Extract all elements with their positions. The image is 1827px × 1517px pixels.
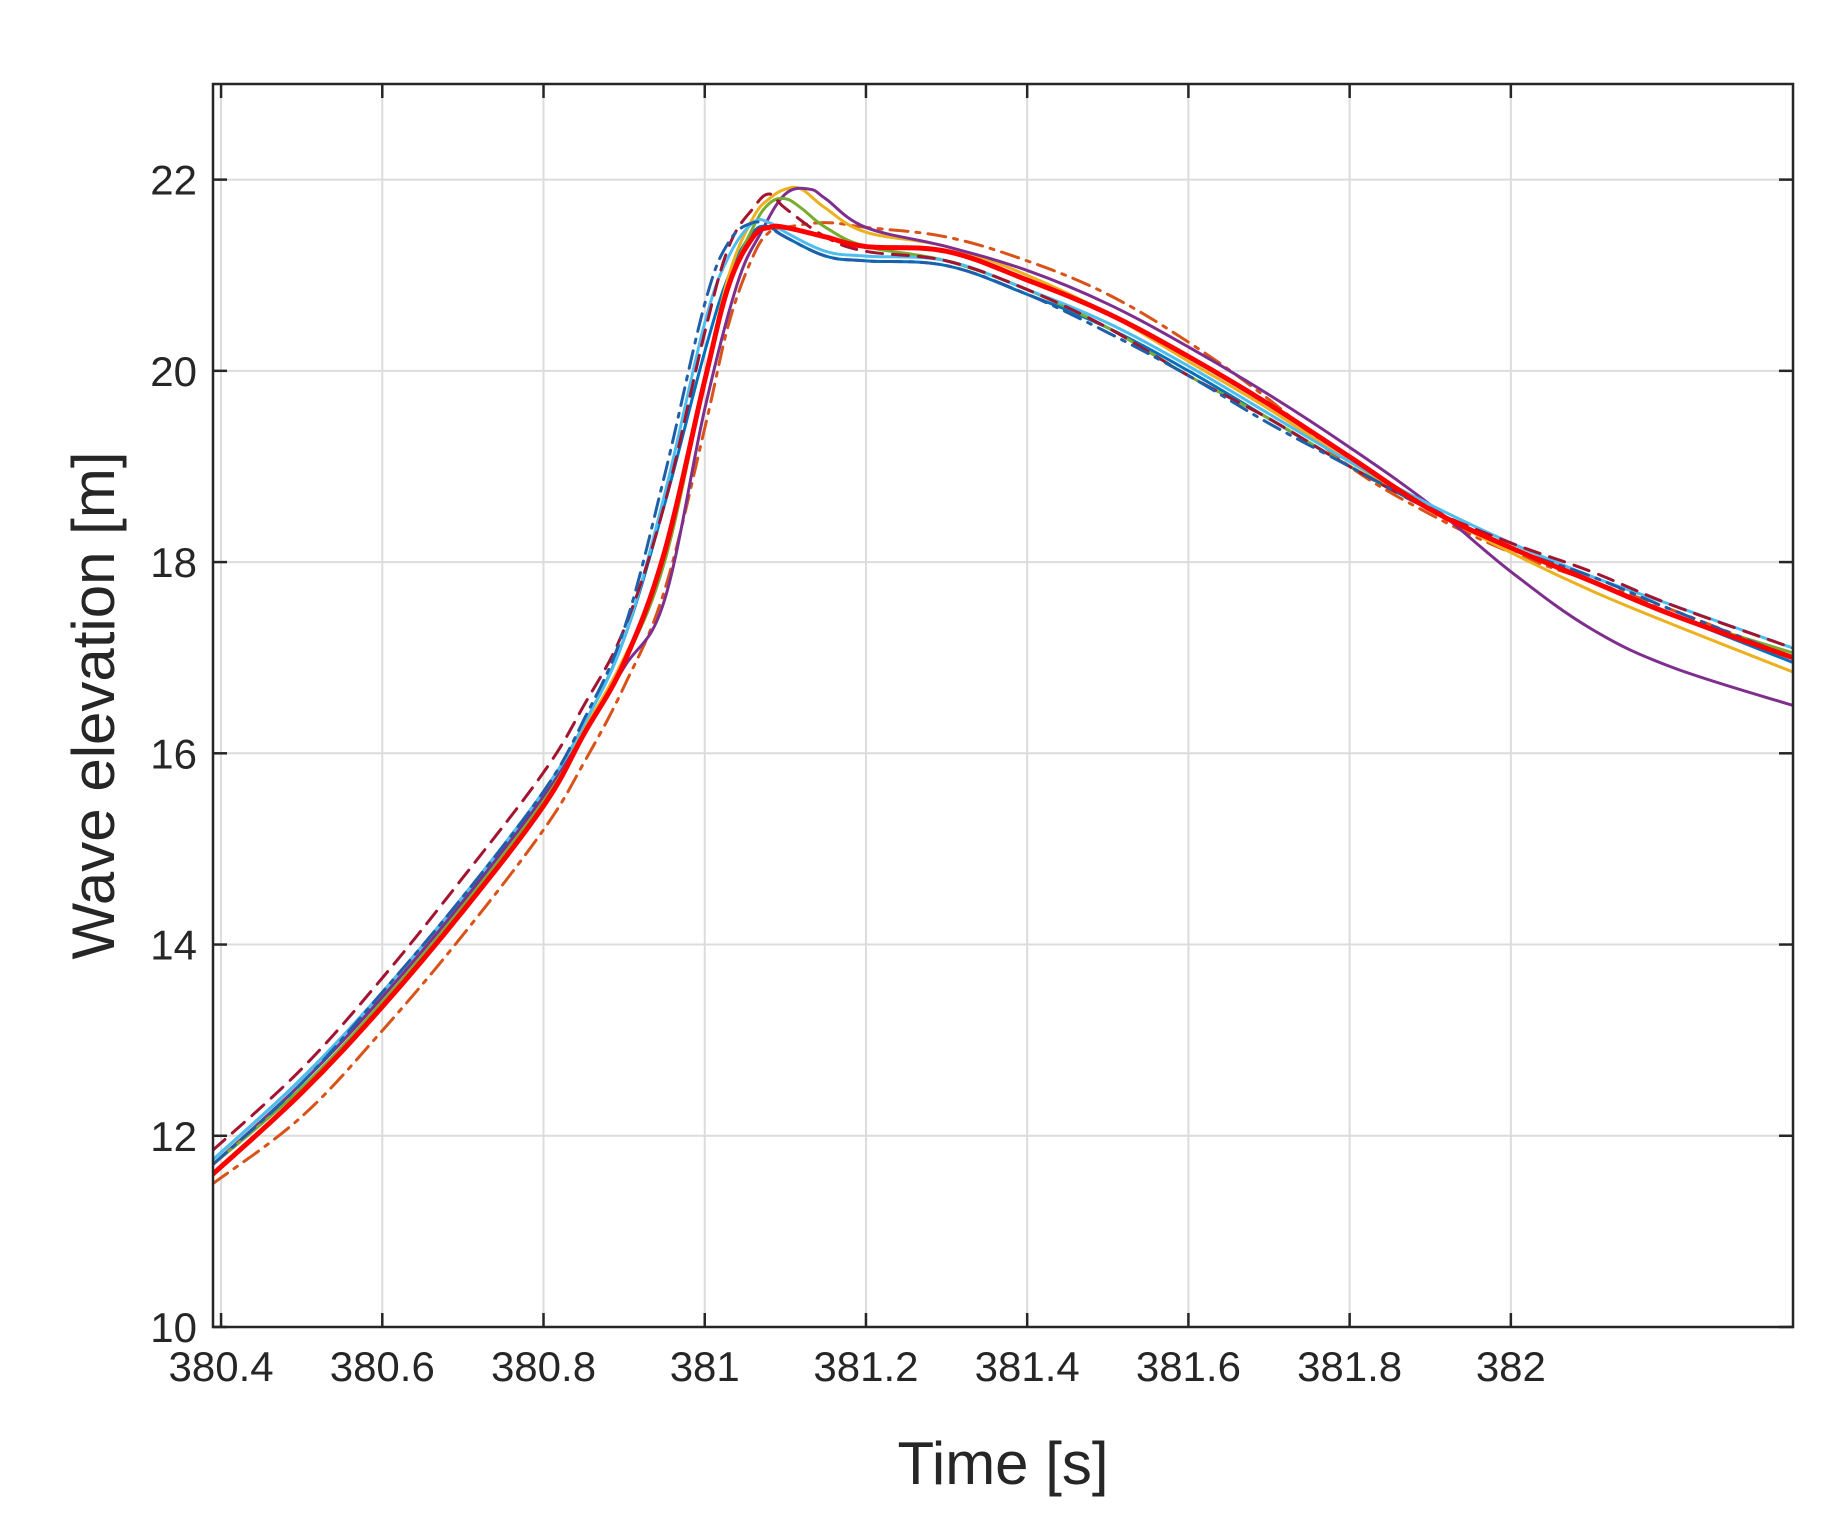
x-tick-label: 380.8 — [491, 1343, 596, 1390]
y-axis-label: Wave elevation [m] — [60, 452, 127, 960]
series-line-2 — [213, 221, 1793, 1186]
series-line-9 — [213, 223, 1793, 1177]
axes — [211, 82, 1795, 1329]
axes-box — [211, 82, 1795, 1329]
x-axis-label: Time [s] — [897, 1430, 1108, 1497]
y-tick-label: 20 — [150, 348, 197, 395]
series-line-3 — [213, 185, 1793, 1166]
y-tick-label: 18 — [150, 539, 197, 586]
plot-lines — [213, 185, 1793, 1186]
x-tick-label: 381 — [670, 1343, 740, 1390]
y-tick-label: 22 — [150, 157, 197, 204]
y-tick-label: 16 — [150, 730, 197, 777]
x-tick-label: 381.2 — [813, 1343, 918, 1390]
series-line-5 — [213, 196, 1793, 1166]
x-tick-label: 381.4 — [975, 1343, 1080, 1390]
x-tick-label: 380.4 — [169, 1343, 274, 1390]
series-line-4 — [213, 186, 1793, 1166]
y-tick-label: 12 — [150, 1113, 197, 1160]
ticks: 380.4 380.6 380.8 381 381.2 381.4 381.6 381.8 38… — [150, 84, 1793, 1390]
x-tick-label: 381.8 — [1297, 1343, 1402, 1390]
series-line-8 — [213, 220, 1793, 1166]
series-line-1 — [213, 224, 1793, 1162]
x-tick-label: 382 — [1476, 1343, 1546, 1390]
x-tick-label: 381.6 — [1136, 1343, 1241, 1390]
y-tick-label: 10 — [150, 1304, 197, 1351]
series-line-6 — [213, 218, 1793, 1162]
y-tick-label: 14 — [150, 922, 197, 969]
x-tick-label: 380.6 — [330, 1343, 435, 1390]
series-line-7 — [213, 192, 1793, 1152]
